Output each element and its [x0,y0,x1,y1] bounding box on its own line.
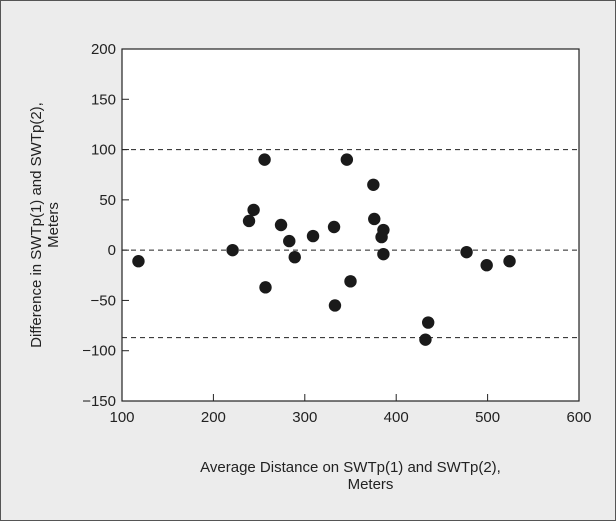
y-tick-label: 0 [108,242,116,259]
axis-titles: Average Distance on SWTp(1) and SWTp(2),… [28,102,501,493]
x-tick-label: 500 [475,409,500,426]
x-axis-title-line: Average Distance on SWTp(1) and SWTp(2), [200,459,501,476]
y-axis-title-line: Meters [45,202,62,248]
data-point [247,203,260,217]
y-axis-title-line: Difference in SWTp(1) and SWTp(2), [28,102,45,348]
data-point [377,247,390,261]
y-tick-label: −100 [82,343,116,360]
data-point [340,153,354,166]
data-point [460,245,473,259]
data-point [327,220,341,234]
x-tick-label: 200 [201,409,226,426]
data-point [258,153,271,166]
y-tick-label: 150 [91,91,116,108]
data-point [306,229,320,243]
data-point [283,234,296,248]
data-point [377,223,390,237]
y-tick-label: −150 [82,393,116,410]
data-point [419,333,432,346]
data-points [132,153,516,346]
plot-frame [121,48,580,402]
x-tick-label: 100 [109,409,134,426]
data-point [226,243,239,257]
data-point [367,178,380,191]
data-point [421,316,435,329]
data-point [328,299,342,312]
data-point [288,250,301,264]
x-tick-label: 400 [384,409,409,426]
data-point [503,255,516,268]
plot-area [121,48,580,402]
x-axis-ticks: 100 200 300 400 500 600 [109,394,592,426]
y-tick-label: −50 [91,292,116,309]
x-axis-title: Average Distance on SWTp(1) and SWTp(2),… [200,459,501,493]
x-tick-label: 300 [292,409,317,426]
y-tick-label: 50 [99,192,116,209]
x-axis-title-line: Meters [348,476,394,493]
y-axis-ticks: −150 −100 −50 0 50 100 150 200 [82,41,129,410]
data-point [480,259,493,272]
y-tick-label: 100 [91,142,116,159]
x-tick-label: 600 [566,409,591,426]
reference-lines [122,149,579,339]
y-axis-title: Difference in SWTp(1) and SWTp(2),Meters [28,102,62,348]
data-point [274,218,288,232]
data-point [344,275,357,288]
data-point [368,212,381,226]
data-point [242,214,256,228]
y-tick-label: 200 [91,41,116,58]
data-point [259,281,272,294]
data-point [132,255,145,268]
